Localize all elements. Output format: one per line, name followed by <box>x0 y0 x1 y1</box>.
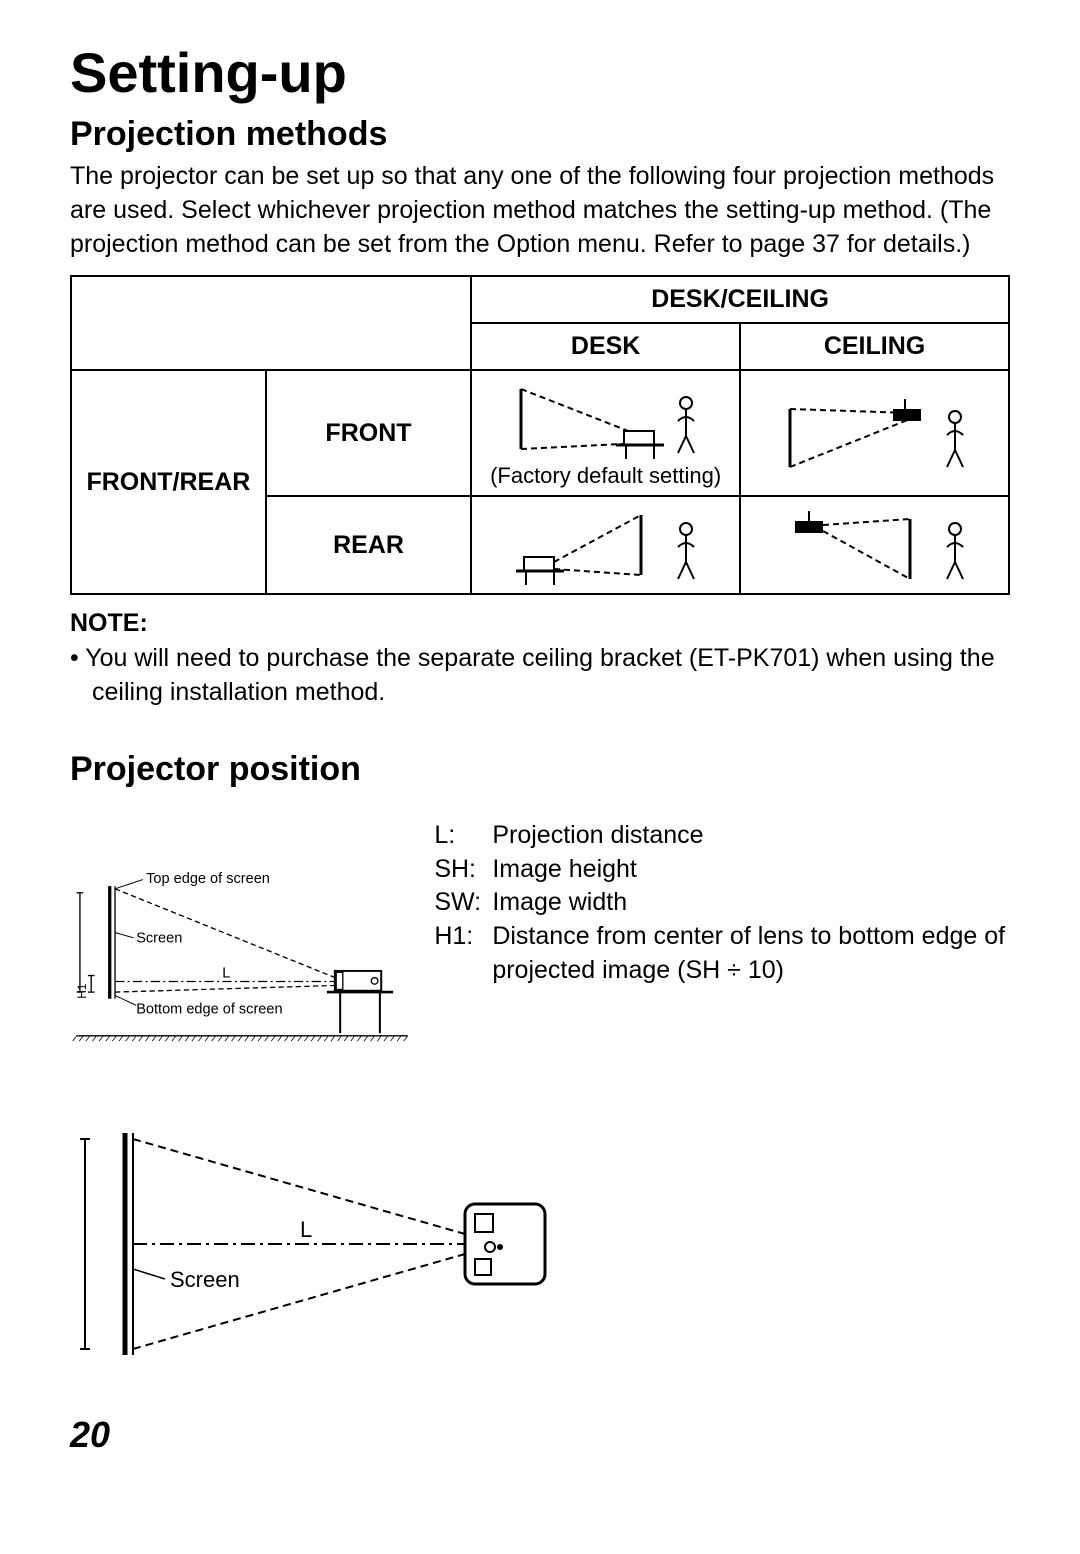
label-sh: SH <box>70 929 74 949</box>
label-screen-2: Screen <box>170 1267 240 1292</box>
legend-key-sw: SW: <box>434 886 492 920</box>
legend-key-h1: H1: <box>434 920 492 988</box>
page-number: 20 <box>70 1414 1010 1456</box>
legend-key-l: L: <box>434 819 492 853</box>
section-heading-projection-methods: Projection methods <box>70 115 1010 154</box>
label-sw: SW <box>70 1223 75 1259</box>
diagram-rear-desk-icon <box>506 507 706 587</box>
diagram-rear-ceiling-icon <box>775 507 975 587</box>
factory-default-caption: (Factory default setting) <box>478 463 733 489</box>
label-bottom-edge: Bottom edge of screen <box>136 1001 282 1017</box>
legend-val-sw: Image width <box>492 886 1010 920</box>
legend-val-sh: Image height <box>492 853 1010 887</box>
intro-paragraph: The projector can be set up so that any … <box>70 160 1010 261</box>
cell-rear-ceiling <box>740 496 1009 594</box>
label-l-1: L <box>222 965 230 981</box>
label-screen-1: Screen <box>136 930 182 946</box>
row-rear: REAR <box>266 496 471 594</box>
col-desk: DESK <box>471 323 740 370</box>
diagram-side-view: SH H1 Top edge of screen Screen Bottom e… <box>70 819 414 1099</box>
row-group-front-rear: FRONT/REAR <box>71 370 266 594</box>
cell-rear-desk <box>471 496 740 594</box>
legend-val-l: Projection distance <box>492 819 1010 853</box>
label-l-2: L <box>300 1217 312 1242</box>
diagram-front-ceiling-icon <box>775 395 975 475</box>
cell-front-desk: (Factory default setting) <box>471 370 740 496</box>
legend-val-h1: Distance from center of lens to bottom e… <box>492 920 1010 988</box>
section-heading-projector-position: Projector position <box>70 750 1010 789</box>
label-top-edge: Top edge of screen <box>146 871 270 887</box>
note-label: NOTE: <box>70 609 1010 638</box>
page-title: Setting-up <box>70 40 1010 105</box>
legend: L: Projection distance SH: Image height … <box>434 819 1010 988</box>
diagram-front-desk-icon <box>506 381 706 461</box>
col-group-desk-ceiling: DESK/CEILING <box>471 276 1009 323</box>
projection-methods-table: DESK/CEILING DESK CEILING FRONT/REAR FRO… <box>70 275 1010 595</box>
note-bullet: • You will need to purchase the separate… <box>92 642 1010 710</box>
diagram-top-view: SW Screen L <box>70 1119 590 1379</box>
cell-front-ceiling <box>740 370 1009 496</box>
legend-key-sh: SH: <box>434 853 492 887</box>
row-front: FRONT <box>266 370 471 496</box>
col-ceiling: CEILING <box>740 323 1009 370</box>
label-h1: H1 <box>75 983 89 999</box>
